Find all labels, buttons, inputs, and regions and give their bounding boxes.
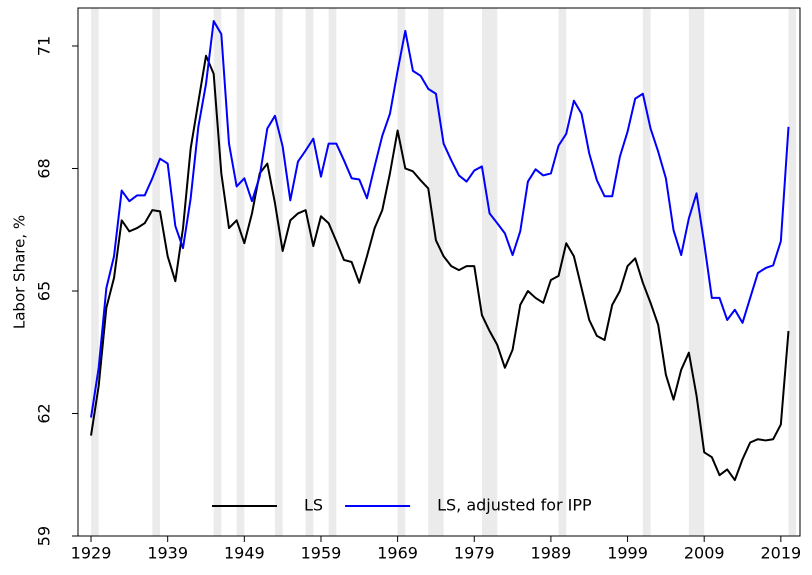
y-tick-label: 59 <box>35 526 54 546</box>
legend-label: LS <box>304 496 323 515</box>
x-tick-label: 2019 <box>760 544 801 563</box>
x-tick-label: 1939 <box>147 544 188 563</box>
shaded-period <box>481 8 498 536</box>
x-tick-label: 2009 <box>684 544 725 563</box>
legend-label: LS, adjusted for IPP <box>437 496 592 515</box>
x-tick-label: 1979 <box>454 544 495 563</box>
plot-frame <box>77 7 801 537</box>
shaded-period <box>688 8 705 536</box>
x-tick-label: 1959 <box>301 544 342 563</box>
shaded-period <box>91 8 99 536</box>
shaded-period <box>213 8 222 536</box>
shaded-period <box>788 8 797 536</box>
y-tick-label: 71 <box>35 36 54 56</box>
shaded-period <box>642 8 651 536</box>
shaded-period <box>236 8 245 536</box>
x-tick-label: 1949 <box>224 544 265 563</box>
y-tick-label: 65 <box>35 281 54 301</box>
shaded-period <box>397 8 406 536</box>
line <box>90 20 790 418</box>
x-tick-label: 1999 <box>607 544 648 563</box>
y-axis-label: Labor Share, % <box>11 215 29 329</box>
y-tick-label: 68 <box>35 158 54 178</box>
shaded-period <box>305 8 314 536</box>
shaded-period <box>152 8 161 536</box>
shaded-period <box>428 8 444 536</box>
shaded-period <box>274 8 283 536</box>
x-tick-label: 1929 <box>71 544 112 563</box>
x-tick-label: 1969 <box>377 544 418 563</box>
y-tick-label: 62 <box>35 403 54 423</box>
line <box>90 54 790 482</box>
shaded-period <box>558 8 567 536</box>
x-tick-label: 1989 <box>531 544 572 563</box>
shaded-period <box>328 8 337 536</box>
